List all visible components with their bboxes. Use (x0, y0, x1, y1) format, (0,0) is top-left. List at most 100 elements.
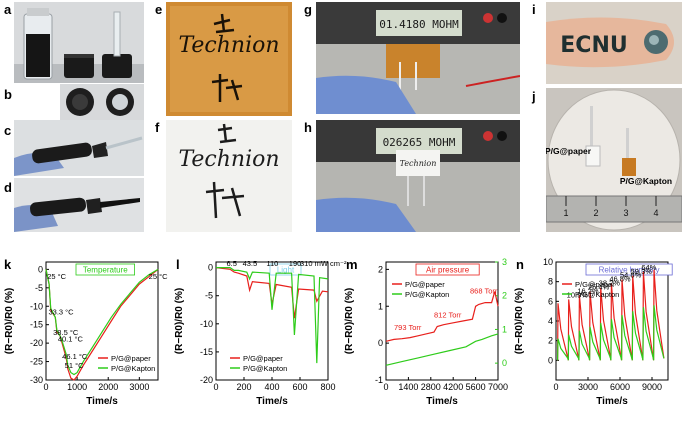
y-tick-label: -20 (200, 375, 213, 385)
y-tick-label: 10 (543, 257, 553, 267)
x-tick-label: 0 (43, 382, 48, 392)
panel-letter-d: d (4, 180, 12, 195)
series-line-kapton (45, 268, 159, 376)
annotation-label: 59.3% (631, 267, 653, 276)
legend-entry: P/G@Kapton (575, 290, 619, 299)
annotation-label: 812 Torr (434, 310, 462, 319)
y-axis-title: (R−R0)/R0 (%) (4, 288, 15, 354)
ruler-label: 4 (653, 208, 658, 218)
photo-writing-kapton: Technion (166, 2, 292, 116)
annotation-label: 10.9% (567, 290, 589, 299)
kapton-handwriting: Technion (178, 33, 279, 58)
devices-ruler-illustration: P/G@paper P/G@Kapton 1 2 3 4 (546, 88, 682, 232)
pen-assembly-illustration (14, 120, 144, 176)
y-tick-label: 8 (548, 277, 553, 287)
panel-letter-j: j (532, 89, 536, 104)
panel-letter-m: m (346, 257, 358, 272)
chart-air-pressure: 0 1400 2800 4200 5600 7000 -1 0 1 2 0 1 2 3 Time/s (R−R… (340, 252, 510, 420)
x-tick-label: 3000 (578, 382, 598, 392)
y-tick-label: 4 (548, 316, 553, 326)
x-tick-label: 600 (292, 382, 307, 392)
y-axis-title: (R−R0)/R0 (%) (514, 288, 525, 354)
annotation-label: 51 °C (65, 361, 84, 370)
photo-writing-paper: Technion (166, 120, 292, 232)
panel-letter-l: l (176, 257, 180, 272)
legend-entry: P/G@paper (405, 280, 445, 289)
y-tick-label: 2 (378, 264, 383, 274)
x-tick-label: 6000 (610, 382, 630, 392)
annotation-label: 38.5 °C (53, 328, 79, 337)
ruler-label: 3 (623, 208, 628, 218)
legend-entry: P/G@Kapton (243, 364, 287, 373)
x-tick-label: 400 (264, 382, 279, 392)
annotation-label: 64% (641, 263, 656, 272)
photo-vials (14, 2, 144, 83)
x-axis-title: Time/s (596, 396, 628, 407)
panel-letter-n: n (516, 257, 524, 272)
y-right-tick-label: 0 (502, 358, 507, 368)
y-right-tick-label: 3 (502, 257, 507, 267)
y-tick-label: 0 (208, 263, 213, 273)
photo-finger-writing: ECNU (546, 2, 682, 84)
x-tick-label: 0 (553, 382, 558, 392)
legend-entry: P/G@paper (575, 280, 615, 289)
y-tick-label: 0 (548, 355, 553, 365)
panel-letter-b: b (4, 87, 12, 102)
title-box (415, 263, 480, 276)
legend-entry: P/G@Kapton (111, 364, 155, 373)
annotation-label: 54.8% (620, 271, 642, 280)
x-tick-label: 7000 (488, 382, 508, 392)
legend-entry: P/G@paper (243, 354, 283, 363)
annotation-label: 25 °C (149, 272, 168, 281)
y-tick-label: -5 (205, 291, 213, 301)
y-tick-label: 0 (378, 338, 383, 348)
panel-letter-g: g (304, 2, 312, 17)
y-tick-label: -15 (200, 347, 213, 357)
photo-pen-assembly (14, 120, 144, 176)
x-tick-label: 800 (320, 382, 335, 392)
panel-letter-e: e (155, 2, 163, 17)
photo-multimeter-paper: 026265 MOHM Technion (316, 120, 520, 232)
x-tick-label: 1400 (398, 382, 418, 392)
annotation-label: 110 (266, 259, 278, 268)
panel-letter-f: f (155, 120, 160, 135)
annotation-label: 46.1 °C (62, 352, 88, 361)
label-pg-paper: P/G@paper (546, 146, 592, 156)
annotation-label: 793 Torr (394, 323, 422, 332)
series-line-kapton (216, 267, 329, 364)
annotation-label: 310 mW cm⁻² (300, 259, 347, 268)
photo-caps (60, 84, 144, 120)
title-box (585, 263, 673, 276)
multimeter-paper-illustration: 026265 MOHM Technion (316, 120, 520, 232)
y-axis-title: (R−R0)/R0 (%) (174, 288, 185, 354)
ruler-label: 1 (563, 208, 568, 218)
chart-title: Light (277, 266, 295, 275)
plot-frame (385, 261, 499, 381)
caps-illustration (60, 84, 144, 120)
x-tick-label: 0 (213, 382, 218, 392)
annotation-label: 33.3 °C (48, 308, 74, 317)
y-tick-label: -1 (375, 375, 383, 385)
y-tick-label: -20 (30, 338, 43, 348)
plot-frame (45, 261, 159, 381)
annotation-label: 6.5 (227, 259, 237, 268)
annotation-label: 40.1 °C (58, 335, 84, 344)
legend-entry: P/G@Kapton (405, 290, 449, 299)
panel-letter-c: c (4, 123, 12, 138)
y-tick-label: 0 (38, 264, 43, 274)
panel-letter-a: a (4, 2, 12, 17)
finger-writing-illustration: ECNU (546, 2, 682, 84)
y-tick-label: -15 (30, 320, 43, 330)
x-axis-title: Time/s (256, 396, 288, 407)
chart-temperature: 0 1000 2000 3000 0 -5 -10 -15 -20 -25 -30 Time/s (R−… (0, 252, 170, 420)
annotation-label: 25.4% (588, 283, 610, 292)
annotation-label: 190 (289, 259, 302, 268)
x-tick-label: 4200 (443, 382, 463, 392)
chart-relative-humidity: 0 3000 6000 9000 0 2 4 6 8 10 Time/s (R−R0)/R0 (%) R… (510, 252, 680, 420)
series-line-kapton (557, 305, 665, 361)
vials-illustration (14, 2, 144, 83)
x-axis-title: Time/s (86, 396, 118, 407)
y-tick-label: -30 (30, 375, 43, 385)
label-pg-kapton: P/G@Kapton (620, 176, 672, 186)
y-tick-label: -25 (30, 357, 43, 367)
